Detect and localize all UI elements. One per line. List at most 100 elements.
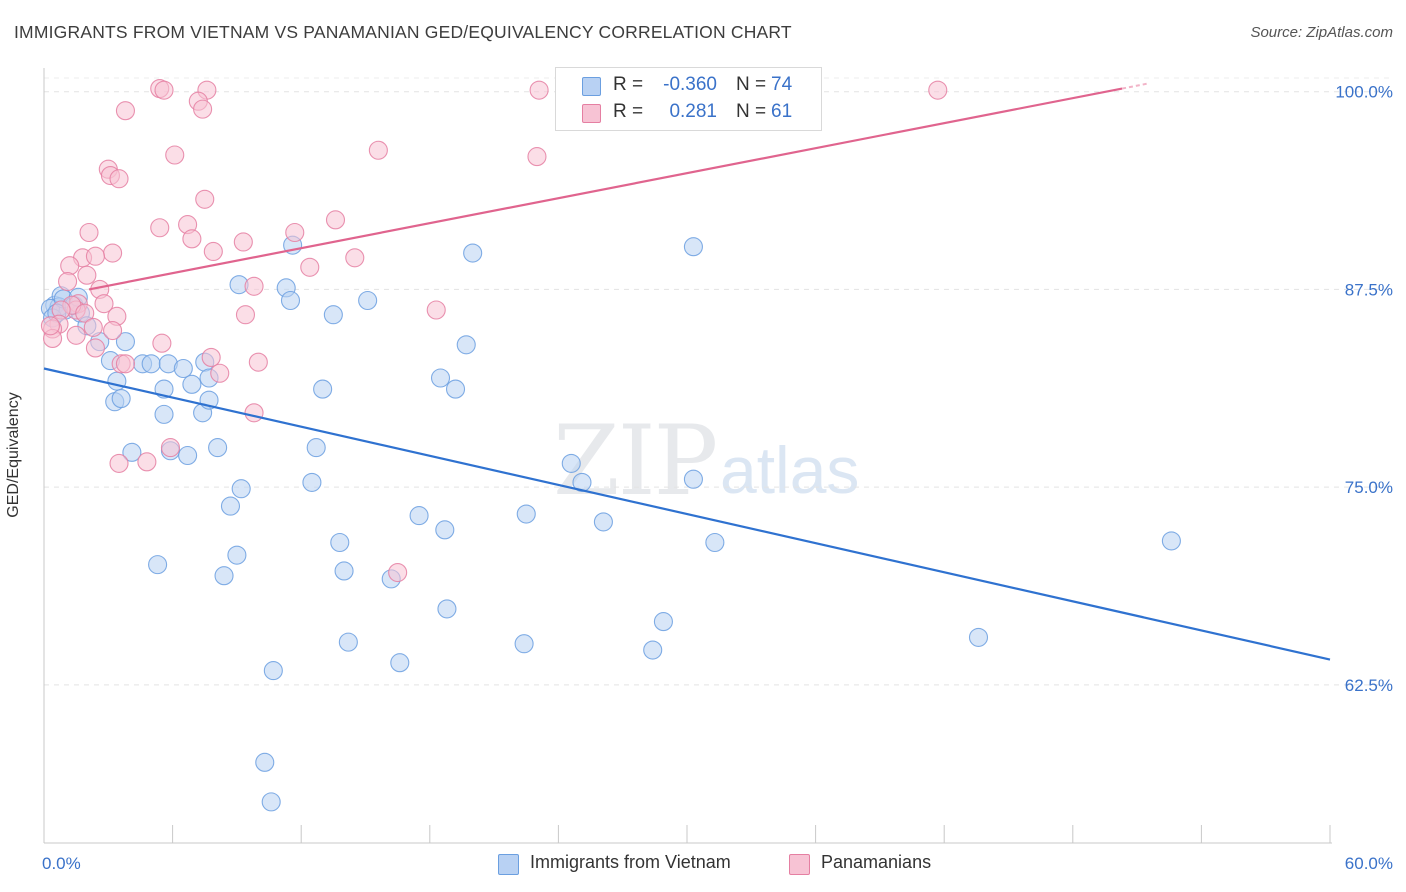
legend-row-vietnam: R = -0.360 N = 74 <box>556 74 821 100</box>
series-name-panamanians: Panamanians <box>821 852 932 872</box>
data-point-vietnam <box>643 640 663 660</box>
series-legend: Immigrants from Vietnam Panamanians <box>0 852 1406 878</box>
data-point-panamanians <box>345 248 365 268</box>
correlation-legend: R = -0.360 N = 74 R = 0.281 N = 61 <box>555 67 822 131</box>
data-point-panamanians <box>75 303 95 323</box>
data-point-panamanians <box>103 321 123 341</box>
data-point-vietnam <box>572 472 592 492</box>
legend-r-label: R = <box>613 74 644 95</box>
legend-r-label: R = <box>613 101 644 122</box>
data-point-panamanians <box>160 438 181 458</box>
series-swatch-panamanians <box>789 854 810 875</box>
trend-line-vietnam <box>43 367 1331 661</box>
watermark-zip: ZIP <box>553 405 718 517</box>
y-tick-label: 75.0% <box>1345 478 1393 497</box>
data-point-panamanians <box>94 294 114 314</box>
data-point-vietnam <box>182 374 202 394</box>
data-point-vietnam <box>306 438 326 458</box>
data-point-vietnam <box>516 504 536 524</box>
data-point-vietnam <box>148 555 168 575</box>
chart-title: IMMIGRANTS FROM VIETNAM VS PANAMANIAN GE… <box>14 22 792 42</box>
data-point-panamanians <box>115 354 135 374</box>
data-point-panamanians <box>182 229 202 249</box>
data-point-vietnam <box>261 792 281 812</box>
data-point-vietnam <box>1161 531 1181 551</box>
legend-n-label: N = <box>736 74 767 95</box>
data-point-panamanians <box>79 222 99 243</box>
data-point-vietnam <box>593 512 613 532</box>
legend-r-value: 0.281 <box>669 101 717 122</box>
data-point-vietnam <box>255 752 275 772</box>
data-point-vietnam <box>705 532 725 553</box>
data-point-panamanians <box>137 452 157 472</box>
data-point-panamanians <box>150 218 170 238</box>
y-tick-label: 62.5% <box>1345 676 1393 695</box>
y-tick-label: 100.0% <box>1335 83 1393 102</box>
data-point-panamanians <box>244 403 264 423</box>
data-point-vietnam <box>463 243 483 263</box>
data-point-vietnam <box>302 472 322 492</box>
data-point-vietnam <box>334 561 354 581</box>
data-point-vietnam <box>227 545 247 565</box>
data-point-vietnam <box>514 634 534 654</box>
data-point-vietnam <box>430 368 451 388</box>
data-point-vietnam <box>653 612 673 632</box>
data-point-panamanians <box>109 169 129 189</box>
data-point-vietnam <box>141 354 161 374</box>
data-point-panamanians <box>165 145 185 165</box>
data-point-vietnam <box>122 442 142 462</box>
legend-n-label: N = <box>736 101 767 122</box>
data-point-vietnam <box>409 506 429 526</box>
data-point-panamanians <box>248 352 268 372</box>
data-point-panamanians <box>388 562 408 583</box>
data-point-panamanians <box>115 101 135 121</box>
data-point-panamanians <box>210 363 230 383</box>
data-point-panamanians <box>203 241 223 262</box>
data-point-panamanians <box>928 80 948 100</box>
data-point-vietnam <box>111 389 131 409</box>
data-point-vietnam <box>154 404 174 424</box>
data-point-panamanians <box>103 243 123 263</box>
data-point-vietnam <box>445 379 466 399</box>
watermark-atlas: atlas <box>720 433 860 507</box>
series-name-vietnam: Immigrants from Vietnam <box>530 852 731 872</box>
data-point-vietnam <box>178 445 198 466</box>
data-point-panamanians <box>527 147 547 167</box>
data-point-panamanians <box>83 317 103 337</box>
data-point-vietnam <box>683 237 703 257</box>
x-tick-label-min: 0.0% <box>42 854 81 873</box>
series-swatch-vietnam <box>498 854 519 875</box>
data-point-panamanians <box>300 257 320 277</box>
data-point-vietnam <box>220 496 241 516</box>
data-point-vietnam <box>173 358 193 379</box>
legend-swatch-vietnam <box>582 77 601 96</box>
data-point-panamanians <box>60 256 80 276</box>
data-point-vietnam <box>280 290 301 311</box>
data-point-vietnam <box>208 438 228 458</box>
trend-line-panamanians <box>88 87 1123 291</box>
y-tick-label: 87.5% <box>1345 280 1393 299</box>
y-axis-label: GED/Equivalency <box>5 392 22 518</box>
source-credit: Source: ZipAtlas.com <box>1250 24 1393 41</box>
legend-swatch-panamanians <box>582 104 601 123</box>
data-point-panamanians <box>368 140 388 160</box>
data-point-vietnam <box>683 469 703 489</box>
data-point-panamanians <box>426 300 446 320</box>
data-point-panamanians <box>40 316 60 336</box>
data-point-panamanians <box>201 347 221 367</box>
data-point-panamanians <box>244 276 264 296</box>
data-point-panamanians <box>85 338 105 358</box>
data-point-panamanians <box>152 333 172 353</box>
data-point-vietnam <box>330 532 350 553</box>
data-point-vietnam <box>214 566 234 586</box>
x-tick-label-max: 60.0% <box>1345 854 1393 873</box>
data-point-panamanians <box>529 80 549 100</box>
data-point-vietnam <box>968 627 989 647</box>
legend-row-panamanians: R = 0.281 N = 61 <box>556 101 821 127</box>
data-point-vietnam <box>338 632 358 652</box>
data-point-vietnam <box>561 453 581 473</box>
data-point-panamanians <box>77 265 97 285</box>
data-point-vietnam <box>390 653 410 673</box>
data-point-panamanians <box>109 453 129 473</box>
